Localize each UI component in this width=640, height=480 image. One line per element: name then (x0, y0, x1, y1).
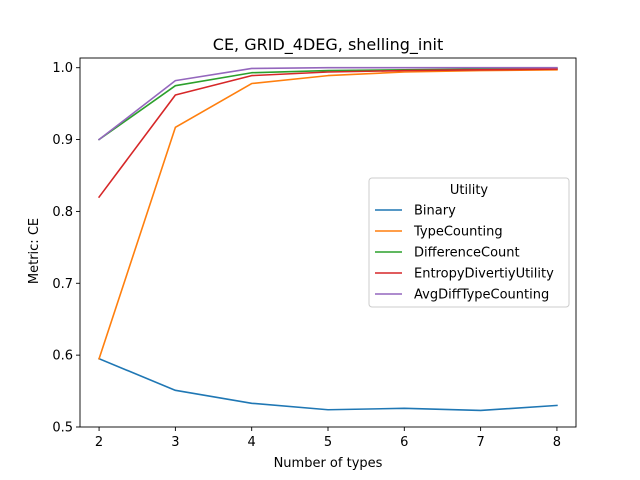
y-tick-label: 0.7 (52, 277, 73, 292)
legend-entry: DifferenceCount (414, 246, 520, 261)
y-tick-label: 0.9 (52, 133, 73, 148)
legend-title: Utility (450, 183, 489, 198)
chart-title: CE, GRID_4DEG, shelling_init (213, 35, 443, 55)
x-tick-label: 2 (95, 435, 103, 450)
x-tick-label: 8 (553, 435, 561, 450)
x-tick-label: 5 (324, 435, 332, 450)
y-tick-label: 1.0 (52, 61, 73, 76)
series-line-binary (98, 357, 558, 412)
legend-entry: AvgDiffTypeCounting (414, 288, 549, 303)
x-tick-label: 3 (171, 435, 179, 450)
y-axis-label: Metric: CE (27, 218, 42, 284)
legend-entry: TypeCounting (413, 225, 503, 240)
x-tick-label: 7 (476, 435, 484, 450)
x-tick-label: 4 (248, 435, 256, 450)
y-tick-label: 0.8 (52, 205, 73, 220)
legend: Utility Binary TypeCounting DifferenceCount… (368, 177, 570, 308)
legend-box (368, 177, 570, 308)
x-tick-label: 6 (400, 435, 408, 450)
series-line-avgdifftypecounting (97, 66, 558, 141)
x-axis-label: Number of types (274, 456, 383, 471)
legend-entry: EntropyDivertiyUtility (414, 267, 554, 282)
legend-entry: Binary (414, 204, 456, 219)
axis-ticks: 2 3 4 5 6 7 8 0.5 0.6 0.7 0.8 0.9 1.0 (52, 61, 561, 450)
plot-area (79, 57, 577, 428)
series-line-entropydivertiyutility (97, 68, 558, 199)
y-tick-label: 0.5 (52, 421, 73, 436)
y-tick-label: 0.6 (52, 349, 73, 364)
